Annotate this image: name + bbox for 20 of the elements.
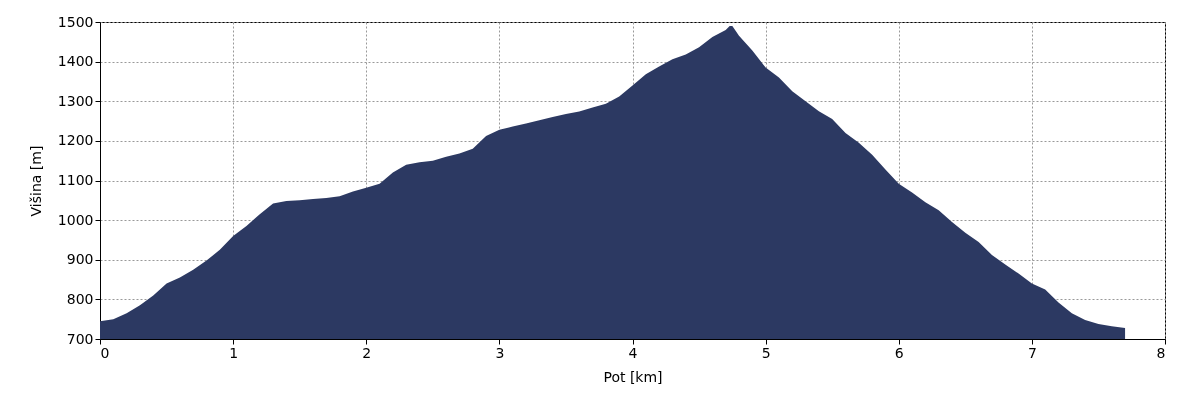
y-tick-label: 1300 (57, 92, 94, 109)
y-tick-label: 1000 (57, 211, 94, 228)
x-tick-label: 7 (1027, 344, 1037, 361)
x-tick-label: 3 (495, 344, 505, 361)
x-tick-label: 4 (628, 344, 638, 361)
y-tick-label: 700 (66, 330, 94, 347)
y-tick-label: 1500 (57, 13, 94, 30)
y-tick-label: 1400 (57, 53, 94, 70)
x-tick-label: 8 (1156, 344, 1166, 361)
x-tick-label: 1 (229, 344, 239, 361)
y-axis-title: Višina [m] (27, 145, 44, 217)
x-tick-label: 5 (761, 344, 771, 361)
y-tick-label: 800 (66, 290, 94, 307)
y-tick-label: 900 (66, 251, 94, 268)
y-tick-label: 1100 (57, 172, 94, 188)
x-tick-label: 0 (100, 344, 110, 361)
x-tick-label: 6 (894, 344, 904, 361)
x-tick-label: 2 (362, 344, 372, 361)
x-axis-title: Pot [km] (603, 368, 663, 385)
y-tick-label: 1200 (57, 132, 94, 149)
